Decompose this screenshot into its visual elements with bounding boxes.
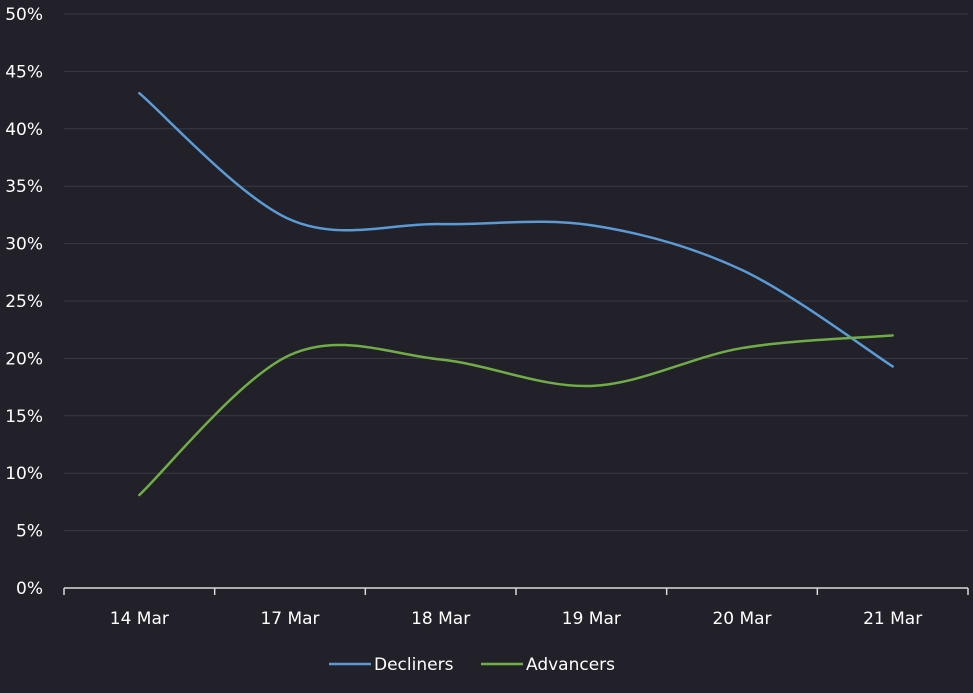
y-tick-label: 30%: [5, 235, 43, 255]
y-tick-label: 35%: [5, 177, 43, 197]
y-tick-label: 0%: [16, 579, 43, 599]
y-tick-label: 5%: [16, 522, 43, 542]
x-tick-label: 17 Mar: [260, 609, 319, 629]
y-tick-label: 25%: [5, 292, 43, 312]
x-tick-label: 20 Mar: [712, 609, 771, 629]
x-tick-label: 19 Mar: [562, 609, 621, 629]
y-tick-label: 15%: [5, 407, 43, 427]
y-tick-label: 20%: [5, 349, 43, 369]
y-tick-label: 10%: [5, 464, 43, 484]
y-tick-label: 45%: [5, 62, 43, 82]
legend-label-decliners: Decliners: [374, 655, 454, 675]
x-tick-label: 18 Mar: [411, 609, 470, 629]
x-tick-label: 21 Mar: [863, 609, 922, 629]
y-tick-label: 40%: [5, 120, 43, 140]
y-tick-label: 50%: [5, 5, 43, 25]
legend-label-advancers: Advancers: [526, 655, 615, 675]
x-tick-label: 14 Mar: [110, 609, 169, 629]
